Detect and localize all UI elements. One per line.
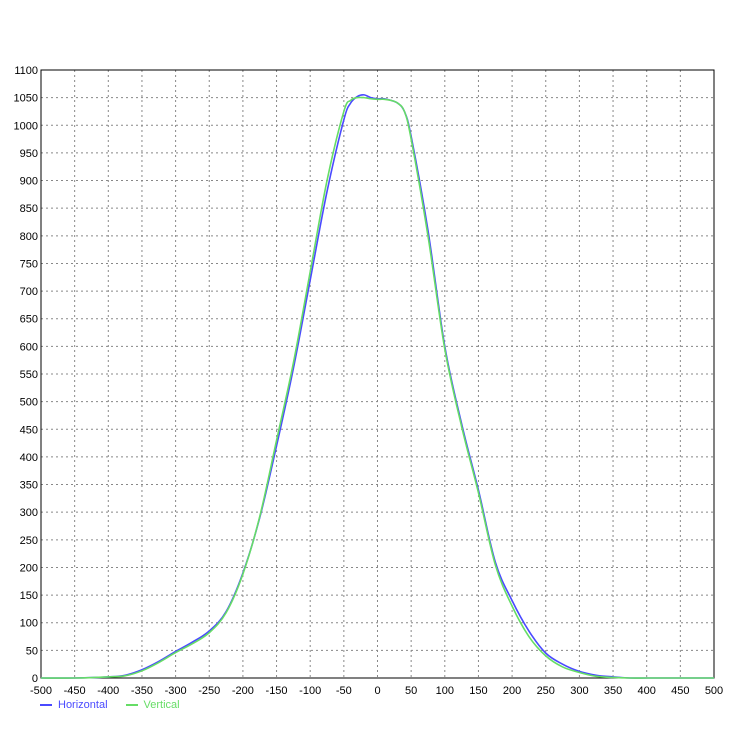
y-tick-label: 500 (20, 397, 38, 409)
x-tick-label: -350 (131, 685, 153, 697)
y-tick-label: 100 (20, 618, 38, 630)
x-tick-label: 0 (374, 685, 380, 697)
x-tick-label: 50 (405, 685, 417, 697)
y-tick-label: 850 (20, 203, 38, 215)
x-tick-label: -250 (198, 685, 220, 697)
y-tick-label: 750 (20, 258, 38, 270)
plot-frame (40, 69, 715, 679)
legend-swatch-horizontal (40, 704, 52, 706)
x-tick-label: 250 (537, 685, 555, 697)
x-tick-label: -100 (299, 685, 321, 697)
x-tick-label: -450 (64, 685, 86, 697)
x-tick-label: 400 (638, 685, 656, 697)
y-tick-label: 50 (26, 645, 38, 657)
y-tick-label: 400 (20, 452, 38, 464)
y-tick-label: 250 (20, 535, 38, 547)
y-tick-label: 1050 (14, 93, 38, 105)
y-tick-label: 650 (20, 314, 38, 326)
x-axis-tick-labels: -500 -450 -400 -350 -300 -250 -200 -150 -100 -50 0… (30, 685, 723, 697)
y-tick-label: 950 (20, 148, 38, 160)
y-tick-label: 0 (32, 673, 38, 685)
x-tick-label: -150 (266, 685, 288, 697)
y-tick-label: 300 (20, 507, 38, 519)
x-tick-label: 150 (469, 685, 487, 697)
y-tick-label: 150 (20, 590, 38, 602)
x-tick-label: -200 (232, 685, 254, 697)
y-tick-label: 900 (20, 176, 38, 188)
y-tick-label: 550 (20, 369, 38, 381)
x-tick-label: 100 (436, 685, 454, 697)
legend-item-vertical: Vertical (125, 699, 180, 711)
series-layer (40, 94, 714, 679)
y-tick-label: 800 (20, 231, 38, 243)
y-tick-label: 700 (20, 286, 38, 298)
y-tick-label: 1000 (14, 120, 38, 132)
y-tick-label: 600 (20, 341, 38, 353)
y-tick-label: 450 (20, 424, 38, 436)
x-tick-label: 500 (705, 685, 723, 697)
x-tick-label: -50 (336, 685, 352, 697)
legend-label-horizontal: Horizontal (58, 699, 108, 711)
legend-label-vertical: Vertical (143, 699, 180, 711)
grid (41, 70, 714, 678)
y-tick-label: 200 (20, 562, 38, 574)
y-axis-tick-labels: 0 50 100 150 200 250 300 350 400 450 500 550 600 650 7… (14, 65, 38, 685)
x-tick-label: 300 (570, 685, 588, 697)
legend: Horizontal Vertical (40, 699, 180, 711)
legend-item-horizontal: Horizontal (40, 699, 108, 711)
y-tick-label: 1100 (14, 65, 38, 77)
x-tick-label: 450 (671, 685, 689, 697)
x-tick-label: -300 (165, 685, 187, 697)
y-tick-label: 350 (20, 480, 38, 492)
series-line-vertical (40, 96, 714, 679)
x-tick-label: -500 (30, 685, 52, 697)
x-tick-label: 200 (503, 685, 521, 697)
x-tick-label: 350 (604, 685, 622, 697)
x-tick-label: -400 (97, 685, 119, 697)
legend-swatch-vertical (125, 704, 138, 706)
